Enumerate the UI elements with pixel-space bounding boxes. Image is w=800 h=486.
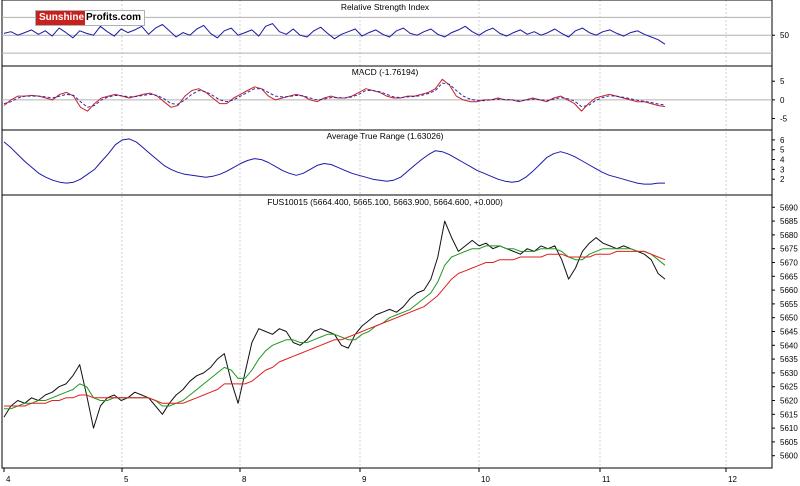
y-tick-label: 5620: [780, 397, 798, 406]
rsi-line: [3, 23, 666, 45]
y-tick-label: 5680: [780, 231, 798, 240]
x-tick-label: 11: [602, 475, 611, 484]
x-tick-label: 8: [242, 475, 247, 484]
macd-line: [3, 78, 666, 112]
price-title: FUS10015 (5664.400, 5665.100, 5663.900, …: [267, 197, 503, 207]
logo-part-sunshine: Sunshine: [36, 11, 86, 25]
y-tick-label: 5: [780, 146, 785, 155]
y-tick-label: 5660: [780, 286, 798, 295]
y-tick-label: 5645: [780, 328, 798, 337]
y-tick-label: 3: [780, 165, 785, 174]
x-tick-label: 10: [481, 475, 490, 484]
y-tick-label: 50: [780, 31, 789, 40]
y-tick-label: 6: [780, 136, 785, 145]
x-tick-label: 9: [362, 475, 367, 484]
y-tick-label: 5650: [780, 314, 798, 323]
y-tick-label: 5655: [780, 300, 798, 309]
macd-title: MACD (-1.76194): [352, 67, 419, 77]
brand-logo: Sunshine Profits.com: [35, 10, 146, 26]
y-tick-label: 5: [780, 77, 785, 86]
logo-part-profits: Profits.com: [85, 11, 145, 25]
y-tick-label: 5635: [780, 355, 798, 364]
y-tick-label: 5690: [780, 203, 798, 212]
y-tick-label: 5615: [780, 410, 798, 419]
y-tick-label: 5630: [780, 369, 798, 378]
y-tick-label: 0: [780, 96, 785, 105]
y-tick-label: 5625: [780, 383, 798, 392]
y-tick-label: 5665: [780, 272, 798, 281]
y-tick-label: 5675: [780, 245, 798, 254]
slow-moving-average: [4, 250, 666, 407]
y-tick-label: 5605: [780, 438, 798, 447]
y-tick-label: 5610: [780, 424, 798, 433]
x-tick-label: 12: [728, 475, 737, 484]
y-tick-label: 5670: [780, 258, 798, 267]
x-tick-label: 4: [6, 475, 11, 484]
y-tick-label: 5685: [780, 217, 798, 226]
atr-title: Average True Range (1.63026): [326, 131, 443, 141]
x-tick-label: 5: [124, 475, 129, 484]
panel-frame: [1, 194, 773, 469]
y-tick-label: 5600: [780, 452, 798, 461]
y-tick-label: 5640: [780, 341, 798, 350]
y-tick-label: 4: [780, 156, 785, 165]
rsi-title: Relative Strength Index: [341, 2, 430, 12]
price-line: [3, 220, 666, 429]
signal-line: [3, 82, 666, 108]
y-tick-label: 2: [780, 175, 785, 184]
atr-line: [3, 138, 665, 185]
y-tick-label: -5: [780, 115, 788, 124]
